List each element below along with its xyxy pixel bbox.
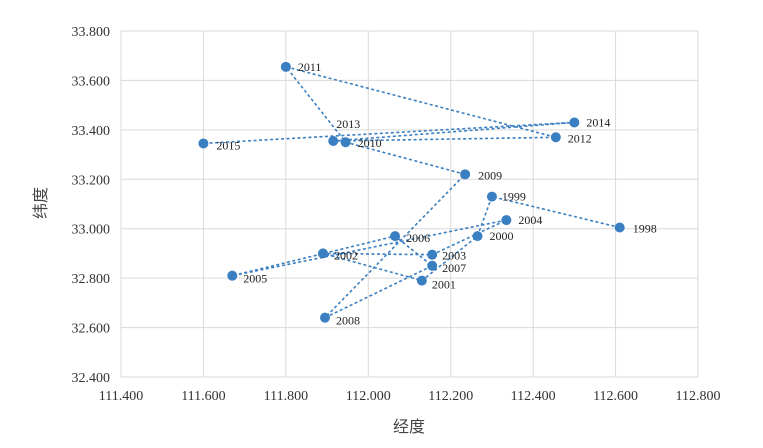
x-tick-label: 111.600 [181,389,225,404]
data-point-label: 2001 [432,278,456,292]
data-point [501,215,512,226]
y-tick-label: 33.800 [72,25,111,40]
data-point [614,222,625,233]
data-point [486,191,497,202]
x-axis-ticks: 111.400 111.600 111.800 112.000 112.200 112.4… [99,389,721,404]
data-point-label: 2013 [336,117,360,131]
point-labels: 1998 1999 2000 2001 2002 2003 2004 2005 2006 2007… [216,60,656,328]
data-point-label: 2005 [243,272,267,286]
data-point [328,135,339,146]
data-point [416,275,427,286]
data-point [317,248,328,259]
data-point [460,169,471,180]
x-tick-label: 111.400 [99,389,143,404]
x-tick-label: 111.800 [264,389,308,404]
data-point-label: 2003 [442,249,466,263]
y-tick-label: 32.600 [72,322,111,337]
x-axis-title: 经度 [393,417,425,436]
data-point-label: 1998 [633,221,657,235]
data-point-label: 2012 [568,131,592,145]
x-tick-label: 112.000 [346,389,391,404]
data-point [340,137,351,148]
series-line [203,65,620,319]
data-point-label: 2000 [490,229,514,243]
data-point-label: 2006 [406,231,430,245]
data-point [427,260,438,271]
data-point [472,231,483,242]
gridlines [120,30,699,378]
data-point [227,270,238,281]
data-point-label: 2011 [298,60,322,74]
y-tick-label: 32.400 [72,371,111,386]
data-point-label: 2014 [586,115,610,129]
data-point [569,117,580,128]
y-tick-label: 33.600 [72,74,111,89]
data-point [198,138,209,149]
y-tick-label: 32.800 [72,272,111,287]
x-tick-label: 112.200 [428,389,473,404]
x-tick-label: 112.400 [511,389,556,404]
data-point-label: 2010 [358,136,382,150]
data-point [320,312,331,323]
data-point-label: 2004 [518,213,542,227]
connecting-lines [203,65,620,319]
data-point [390,231,401,242]
x-tick-label: 112.600 [593,389,638,404]
plot-area-border [120,30,699,378]
y-axis-ticks: 32.400 32.600 32.800 33.000 33.200 33.400 33.6… [72,25,111,386]
data-point-label: 2015 [216,138,240,152]
y-tick-label: 33.400 [72,124,111,139]
data-point-label: 2009 [478,168,502,182]
data-point-label: 2008 [336,314,360,328]
y-axis-title: 纬度 [31,187,50,219]
y-tick-label: 33.000 [72,223,111,238]
data-point [280,61,291,72]
data-point-label: 1999 [502,190,526,204]
data-points [198,61,625,323]
data-point-label: 2002 [334,248,358,262]
x-tick-label: 112.800 [676,389,721,404]
data-point [427,249,438,260]
data-point-label: 2007 [442,261,466,275]
y-tick-label: 33.200 [72,173,111,188]
data-point [550,132,561,143]
